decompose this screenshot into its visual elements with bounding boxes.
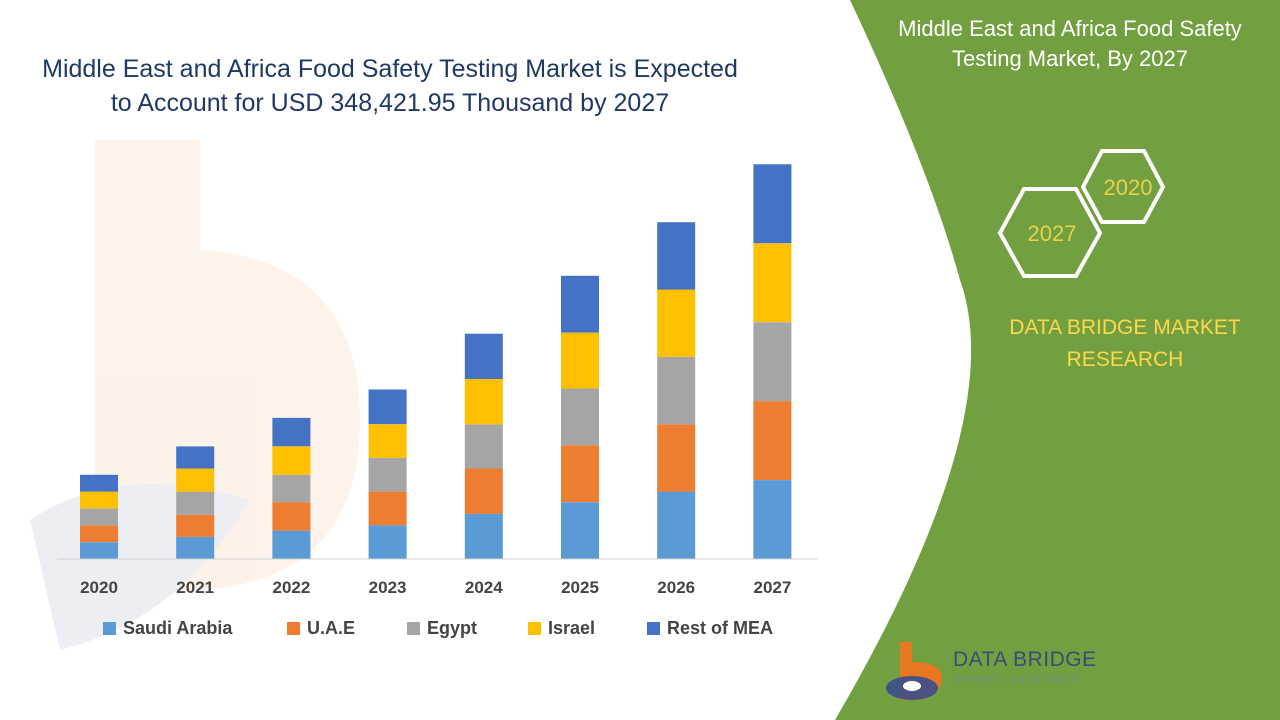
bar-segment-2022-0 bbox=[272, 530, 311, 559]
bar-segment-2026-3 bbox=[657, 289, 696, 357]
bar-segment-2026-4 bbox=[657, 222, 696, 290]
bar-segment-2027-4 bbox=[753, 164, 792, 244]
bar-segment-2025-4 bbox=[561, 275, 599, 333]
bar-segment-2021-3 bbox=[176, 468, 215, 492]
legend-item-egypt: Egypt bbox=[407, 616, 477, 640]
bar-segment-2020-1 bbox=[80, 525, 118, 543]
side-panel-title: Middle East and Africa Food Safety Testi… bbox=[898, 16, 1242, 71]
x-tick-label: 2026 bbox=[657, 578, 695, 597]
bar-segment-2021-4 bbox=[176, 446, 215, 469]
bar-segment-2020-0 bbox=[80, 542, 118, 559]
bar-segment-2023-0 bbox=[368, 525, 407, 559]
bar-segment-2026-1 bbox=[657, 424, 696, 492]
x-tick-label: 2023 bbox=[369, 578, 407, 597]
legend-swatch bbox=[103, 621, 116, 635]
logo-name: DATA BRIDGE bbox=[953, 648, 1097, 671]
chart-legend: Saudi Arabia U.A.E Egypt Israel Rest of … bbox=[100, 616, 820, 640]
hex-year-2020: 2020 bbox=[1104, 175, 1153, 200]
bar-segment-2022-3 bbox=[272, 446, 311, 475]
brand-text: DATA BRIDGE MARKET RESEARCH bbox=[1009, 316, 1241, 371]
bars-layer bbox=[80, 164, 792, 559]
bar-segment-2025-1 bbox=[561, 445, 599, 503]
x-tick-label: 2025 bbox=[561, 578, 599, 597]
bar-segment-2024-2 bbox=[464, 424, 503, 469]
bar-segment-2020-2 bbox=[80, 508, 118, 526]
bar-segment-2023-4 bbox=[368, 389, 407, 425]
legend-item-uae: U.A.E bbox=[287, 616, 355, 640]
bar-segment-2026-2 bbox=[657, 356, 696, 425]
bar-segment-2022-4 bbox=[272, 417, 311, 447]
bar-segment-2027-0 bbox=[753, 480, 792, 559]
logo-subtitle: MARKET RESEARCH bbox=[955, 675, 1080, 684]
legend-swatch bbox=[647, 621, 660, 635]
bar-segment-2024-0 bbox=[464, 513, 503, 559]
data-bridge-logo-icon bbox=[886, 642, 943, 700]
bar-segment-2027-3 bbox=[753, 243, 792, 323]
legend-swatch bbox=[407, 621, 420, 635]
x-tick-label: 2021 bbox=[176, 578, 214, 597]
bar-segment-2022-1 bbox=[272, 502, 311, 531]
bar-segment-2024-1 bbox=[464, 468, 503, 514]
bar-segment-2020-3 bbox=[80, 491, 118, 509]
legend-label: U.A.E bbox=[307, 617, 356, 638]
bar-segment-2025-2 bbox=[561, 388, 599, 446]
bar-segment-2023-1 bbox=[368, 491, 407, 526]
legend-swatch bbox=[528, 621, 541, 635]
bar-segment-2027-1 bbox=[753, 401, 792, 480]
legend-label: Israel bbox=[548, 617, 596, 638]
bar-segment-2022-2 bbox=[272, 474, 311, 503]
x-tick-label: 2024 bbox=[465, 578, 503, 597]
bar-segment-2023-3 bbox=[368, 424, 407, 458]
bar-segment-2026-0 bbox=[657, 491, 696, 559]
legend-label: Egypt bbox=[427, 617, 478, 638]
bar-segment-2024-4 bbox=[464, 333, 503, 379]
hexagon-2020 bbox=[1080, 149, 1166, 224]
green-side-panel bbox=[835, 0, 1280, 720]
bar-segment-2027-2 bbox=[753, 322, 792, 402]
legend-item-rest-of-mea: Rest of MEA bbox=[647, 616, 773, 640]
x-tick-label: 2027 bbox=[753, 578, 791, 597]
legend-label: Saudi Arabia bbox=[123, 617, 233, 638]
bar-segment-2025-3 bbox=[561, 332, 599, 389]
legend-item-israel: Israel bbox=[528, 616, 595, 640]
x-tick-label: 2022 bbox=[272, 578, 310, 597]
bar-segment-2025-0 bbox=[561, 502, 599, 559]
bar-segment-2020-4 bbox=[80, 474, 118, 492]
bar-segment-2023-2 bbox=[368, 457, 407, 492]
legend-item-saudi-arabia: Saudi Arabia bbox=[103, 616, 232, 640]
hex-year-2027: 2027 bbox=[1028, 221, 1077, 246]
bar-segment-2024-3 bbox=[464, 379, 503, 425]
legend-swatch bbox=[287, 621, 300, 635]
x-tick-label: 2020 bbox=[80, 578, 118, 597]
legend-label: Rest of MEA bbox=[667, 617, 774, 638]
page-title: Middle East and Africa Food Safety Testi… bbox=[42, 55, 738, 117]
x-tick-labels: 2020 2021 2022 2023 2024 2025 2026 2027 bbox=[80, 578, 791, 597]
hexagon-2027 bbox=[997, 187, 1103, 278]
bar-segment-2021-2 bbox=[176, 491, 215, 515]
bar-segment-2021-0 bbox=[176, 536, 215, 559]
bar-segment-2021-1 bbox=[176, 514, 215, 537]
